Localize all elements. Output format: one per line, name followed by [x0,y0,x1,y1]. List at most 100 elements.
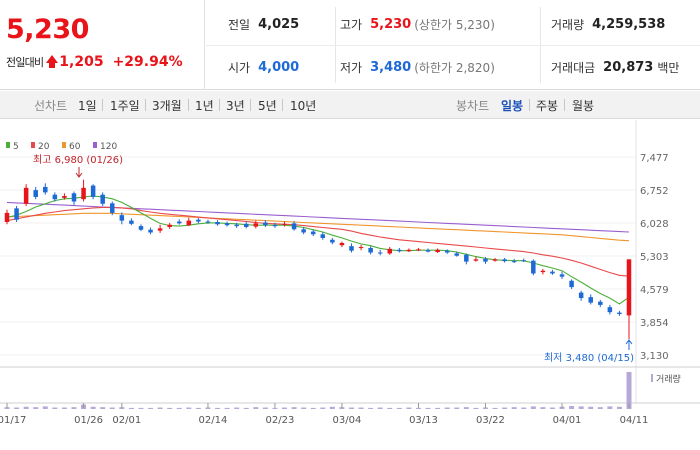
candle-body [464,254,469,262]
high-label: 고가 [340,18,363,32]
volume-bar [358,407,364,409]
volume-bar [128,407,134,409]
candle-body [483,258,488,262]
tab-5-years[interactable]: 5년 [258,99,277,113]
volume-bar [42,406,48,409]
candle-body [387,248,393,254]
volume-bar [530,406,536,409]
change-row: 전일대비 1,205 +29.94% [6,54,183,70]
x-tick-label: 03/22 [476,415,505,426]
volume-bar [224,407,230,409]
candle [339,241,345,248]
candle [521,258,526,263]
candle-body [397,249,402,252]
candle [110,201,115,216]
high-annotation-label: 최고 6,980 (01/26) [33,154,123,166]
candle-body [234,224,239,227]
volume-bar [272,407,278,409]
legend-label-ma20: 20 [38,142,50,152]
candle-body [176,221,182,224]
candle [224,221,230,227]
candle-body [330,239,335,243]
volume-bar [387,407,393,409]
tab-separator [219,99,220,111]
volume-bar [348,407,354,409]
candle-body [406,249,412,252]
tab-10-years[interactable]: 10년 [290,99,317,113]
amount-stat: 거래대금 20,873 백만 [551,59,679,76]
candle-body [444,250,450,253]
low-stat: 저가 3,480 (하한가 2,820) [340,59,495,76]
candle-body [559,274,565,277]
candle-body [119,215,125,221]
volume-bar [291,407,297,409]
tab-1-day[interactable]: 1일 [78,99,97,113]
candle [52,192,58,202]
candle [272,222,278,228]
candle [186,217,192,227]
x-tick-label: 02/14 [199,415,228,426]
candle-body [454,253,460,256]
candle [310,229,316,237]
volume-bar [396,407,402,409]
candle-body [224,223,230,226]
open-value: 4,000 [258,60,300,75]
candle-body [186,220,192,226]
low-annotation: 최저 3,480 (04/15) [544,339,634,364]
volume-bar [415,407,421,409]
tab-1-week[interactable]: 1주일 [110,99,140,113]
tab-daily-candle[interactable]: 일봉 [501,99,524,113]
moving-average-lines [6,195,630,305]
tab-weekly-candle[interactable]: 주봉 [536,99,559,113]
candle-body [569,280,574,288]
candle [559,271,565,279]
volume-bar [215,407,221,409]
candle-body [617,312,622,315]
candle-body [253,223,259,227]
candle [387,247,393,255]
open-stat: 시가 4,000 [228,59,299,76]
candle-body [81,187,86,200]
candle [291,221,297,231]
volume-legend-label: 거래량 [656,373,681,385]
price-block: 5,230 전일대비 1,205 +29.94% [0,0,205,90]
candle-body [167,224,172,228]
candles [4,179,632,340]
candle [263,220,268,228]
tab-3-years[interactable]: 3년 [226,99,245,113]
volume-bar [616,406,622,409]
volume-bar [492,407,498,409]
divider [206,45,700,46]
volume-bar [521,407,527,409]
candle-body [52,194,58,200]
candle [416,247,421,252]
candle [540,268,546,275]
x-tick-label: 01/17 [0,415,26,426]
tab-3-months[interactable]: 3개월 [152,99,182,113]
y-tick-label: 5,303 [640,252,669,263]
tab-monthly-candle[interactable]: 월봉 [572,99,595,113]
y-tick-label: 7,477 [640,153,669,164]
volume-bars [4,372,632,409]
volume-bar [138,407,144,409]
candle-body [435,249,440,253]
candle-body [377,252,383,254]
legend-swatch-ma5 [6,142,10,148]
volume-bar [186,407,192,409]
volume-bar [195,407,201,409]
volume-bar [100,407,106,409]
candle-body [502,259,507,262]
candle-body [215,221,220,225]
upper-limit-text: (상한가 5,230) [414,18,495,32]
candle [243,221,249,229]
candle [330,237,335,245]
volume-bar [71,407,77,409]
volume-bar [368,407,374,409]
candle-body [291,223,297,230]
candle-body [368,247,373,253]
candle [196,217,201,224]
y-tick-label: 6,028 [640,219,669,230]
volume-bar [502,407,508,409]
y-tick-label: 6,752 [640,186,669,197]
tab-1-year[interactable]: 1년 [195,99,214,113]
